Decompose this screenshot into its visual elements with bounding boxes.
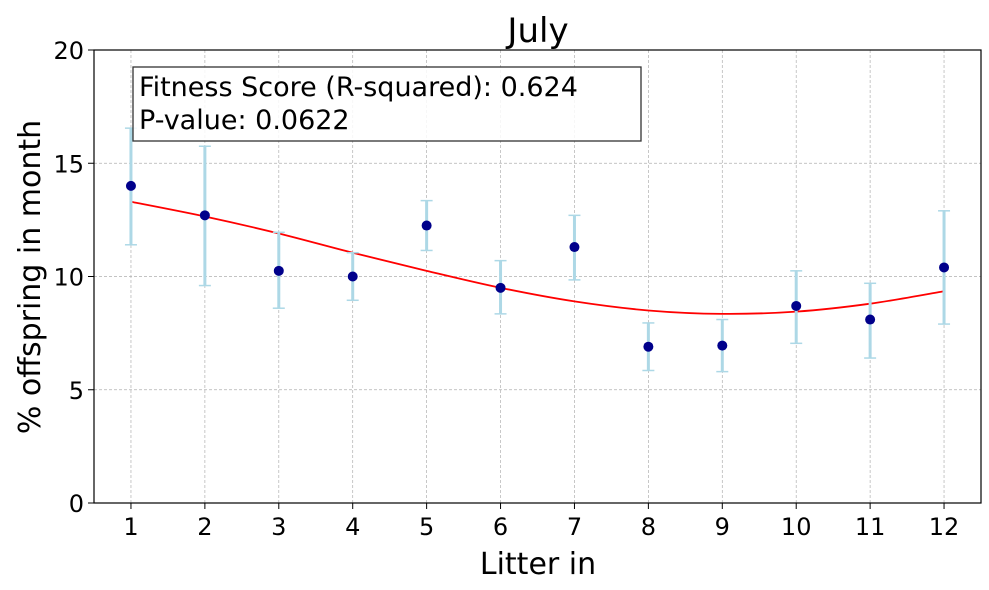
- error-bars: [124, 127, 951, 373]
- x-axis-ticks: 1 2 3 4 5 6 7 8 9 10 11 12: [123, 503, 959, 541]
- x-tick-label: 6: [493, 513, 508, 541]
- annotation-p-value: P-value: 0.0622: [139, 105, 350, 136]
- data-point: [643, 341, 654, 352]
- stats-annotation: Fitness Score (R-squared): 0.624 P-value…: [132, 66, 642, 142]
- data-point: [125, 180, 136, 191]
- x-axis-label: Litter in: [480, 547, 596, 582]
- data-point: [495, 282, 506, 293]
- data-point: [939, 262, 950, 273]
- data-point: [421, 220, 432, 231]
- data-point: [865, 314, 876, 325]
- annotation-r-squared: Fitness Score (R-squared): 0.624: [139, 72, 578, 103]
- x-tick-label: 10: [781, 513, 812, 541]
- x-tick-label: 7: [567, 513, 582, 541]
- x-tick-label: 11: [855, 513, 886, 541]
- x-tick-label: 8: [641, 513, 656, 541]
- chart-title: July: [505, 11, 568, 51]
- x-tick-label: 12: [929, 513, 960, 541]
- x-tick-label: 9: [715, 513, 730, 541]
- annotation-box: [132, 66, 642, 142]
- x-tick-label: 4: [345, 513, 360, 541]
- y-tick-label: 0: [69, 490, 84, 518]
- fit-curve-line: [130, 200, 945, 315]
- data-point: [273, 265, 284, 276]
- x-tick-label: 5: [419, 513, 434, 541]
- y-tick-label: 15: [53, 150, 84, 178]
- x-tick-label: 2: [197, 513, 212, 541]
- y-tick-label: 10: [53, 264, 84, 292]
- data-point: [347, 271, 358, 282]
- data-point: [569, 242, 580, 253]
- data-point: [791, 300, 802, 311]
- data-points: [125, 180, 950, 352]
- x-tick-label: 1: [123, 513, 138, 541]
- fit-curve-group: [130, 200, 945, 315]
- x-tick-label: 3: [271, 513, 286, 541]
- y-tick-label: 20: [53, 37, 84, 65]
- y-axis-label: % offspring in month: [13, 120, 48, 434]
- y-tick-label: 5: [69, 377, 84, 405]
- y-axis-ticks: 0 5 10 15 20: [53, 37, 94, 518]
- data-point: [717, 340, 728, 351]
- data-point: [199, 210, 210, 221]
